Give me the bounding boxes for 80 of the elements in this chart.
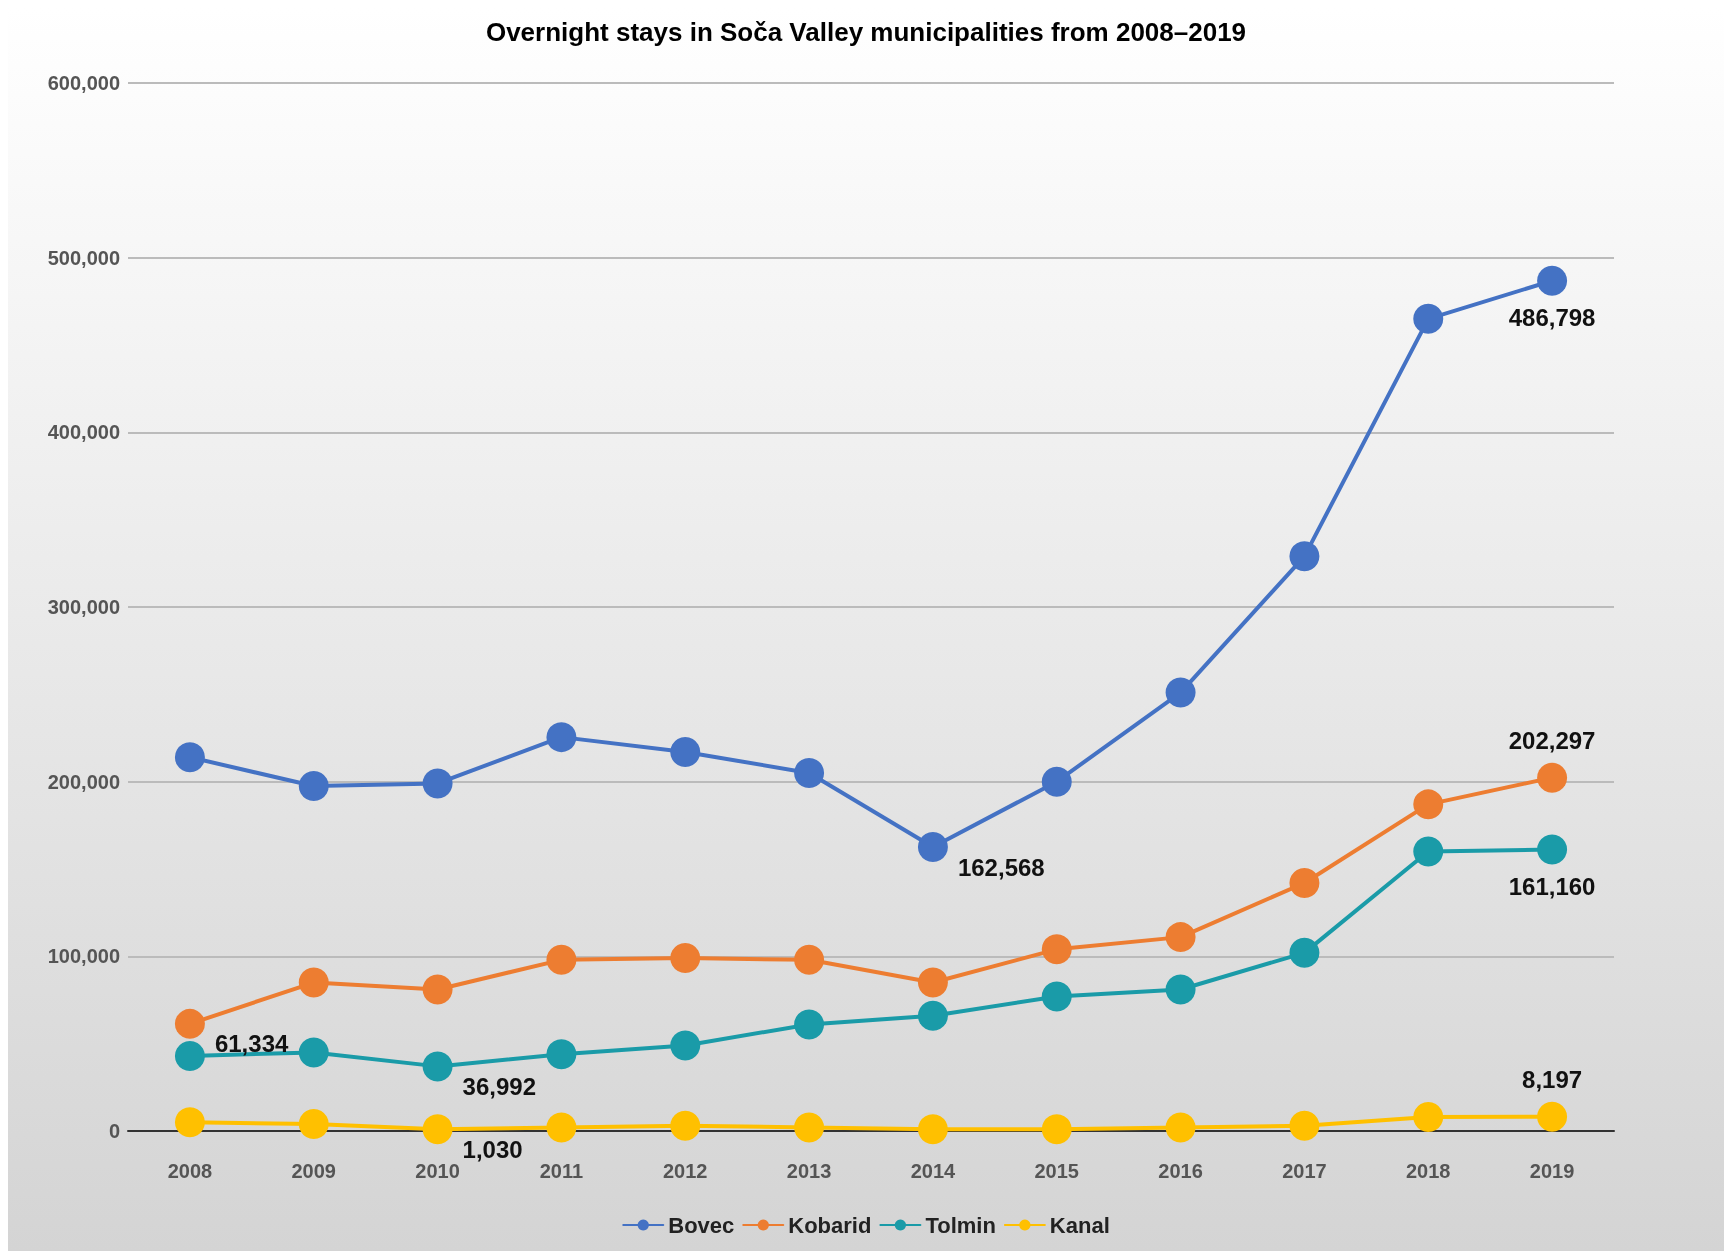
x-tick-label: 2016 (1158, 1160, 1203, 1182)
point (917, 1114, 948, 1145)
point (1289, 867, 1320, 898)
data-label: 202,297 (1508, 727, 1596, 755)
point (1289, 541, 1320, 572)
legend-label: Bovec (668, 1212, 735, 1238)
point (1165, 922, 1196, 953)
data-label: 161,160 (1508, 873, 1596, 901)
point (670, 1030, 701, 1061)
y-tick-label: 300,000 (47, 596, 120, 618)
x-tick-label: 2018 (1406, 1160, 1451, 1182)
x-tick-label: 2015 (1034, 1160, 1079, 1182)
point (422, 1051, 453, 1082)
point (794, 944, 825, 975)
y-tick-label: 0 (108, 1120, 120, 1142)
x-tick-label: 2012 (663, 1160, 708, 1182)
point (298, 771, 329, 802)
x-tick-label: 2014 (910, 1160, 957, 1182)
point (1537, 834, 1568, 865)
point (298, 1109, 329, 1139)
point (174, 742, 205, 773)
point (1041, 934, 1072, 965)
point (174, 1107, 205, 1138)
point (1289, 1110, 1320, 1141)
data-label: 36,992 (462, 1072, 536, 1100)
y-tick-label: 600,000 (47, 72, 120, 94)
point (298, 1037, 329, 1068)
data-label: 1,030 (462, 1135, 523, 1163)
x-tick-label: 2019 (1529, 1160, 1575, 1182)
point (794, 757, 825, 788)
point (546, 722, 577, 753)
point (917, 832, 948, 863)
point (1165, 1112, 1196, 1143)
x-tick-label: 2011 (539, 1160, 584, 1182)
chart-title: Overnight stays in Soča Valley municipalities from 2008–2019 (485, 17, 1247, 47)
point (1165, 974, 1196, 1005)
point (670, 736, 701, 767)
y-tick-label: 400,000 (47, 421, 120, 444)
point (546, 1112, 577, 1143)
point (1165, 677, 1196, 708)
point (1289, 937, 1320, 968)
data-label: 162,568 (957, 853, 1045, 881)
point (1413, 789, 1444, 820)
point (546, 1039, 577, 1070)
point (794, 1112, 825, 1143)
x-tick-label: 2017 (1282, 1160, 1327, 1182)
y-tick-label: 100,000 (47, 945, 120, 968)
point (422, 974, 453, 1005)
point (917, 967, 948, 998)
point (1413, 303, 1444, 334)
point (670, 1110, 701, 1141)
x-tick-label: 2013 (786, 1160, 832, 1182)
point (794, 1009, 825, 1040)
data-label: 486,798 (1508, 304, 1596, 332)
data-label: 8,197 (1522, 1066, 1583, 1094)
point (422, 1114, 453, 1145)
point (1041, 766, 1072, 797)
point (298, 967, 329, 998)
point (917, 1000, 948, 1031)
point (1413, 1102, 1444, 1133)
legend-label: Kobarid (788, 1212, 872, 1238)
x-tick-label: 2010 (415, 1160, 460, 1182)
point (1537, 265, 1568, 296)
point (1537, 1101, 1568, 1132)
x-tick-label: 2009 (291, 1160, 336, 1182)
y-tick-label: 500,000 (47, 246, 120, 269)
legend-label: Tolmin (925, 1212, 996, 1238)
data-label: 61,334 (214, 1030, 289, 1058)
point (174, 1040, 205, 1071)
y-tick-label: 200,000 (47, 770, 120, 793)
point (422, 768, 453, 799)
x-tick-label: 2008 (167, 1160, 213, 1182)
point (1413, 836, 1444, 867)
point (1041, 981, 1072, 1012)
point (546, 944, 577, 975)
point (670, 943, 701, 974)
point (174, 1008, 205, 1039)
point (1537, 762, 1568, 793)
point (1041, 1114, 1072, 1145)
legend-label: Kanal (1049, 1212, 1110, 1238)
